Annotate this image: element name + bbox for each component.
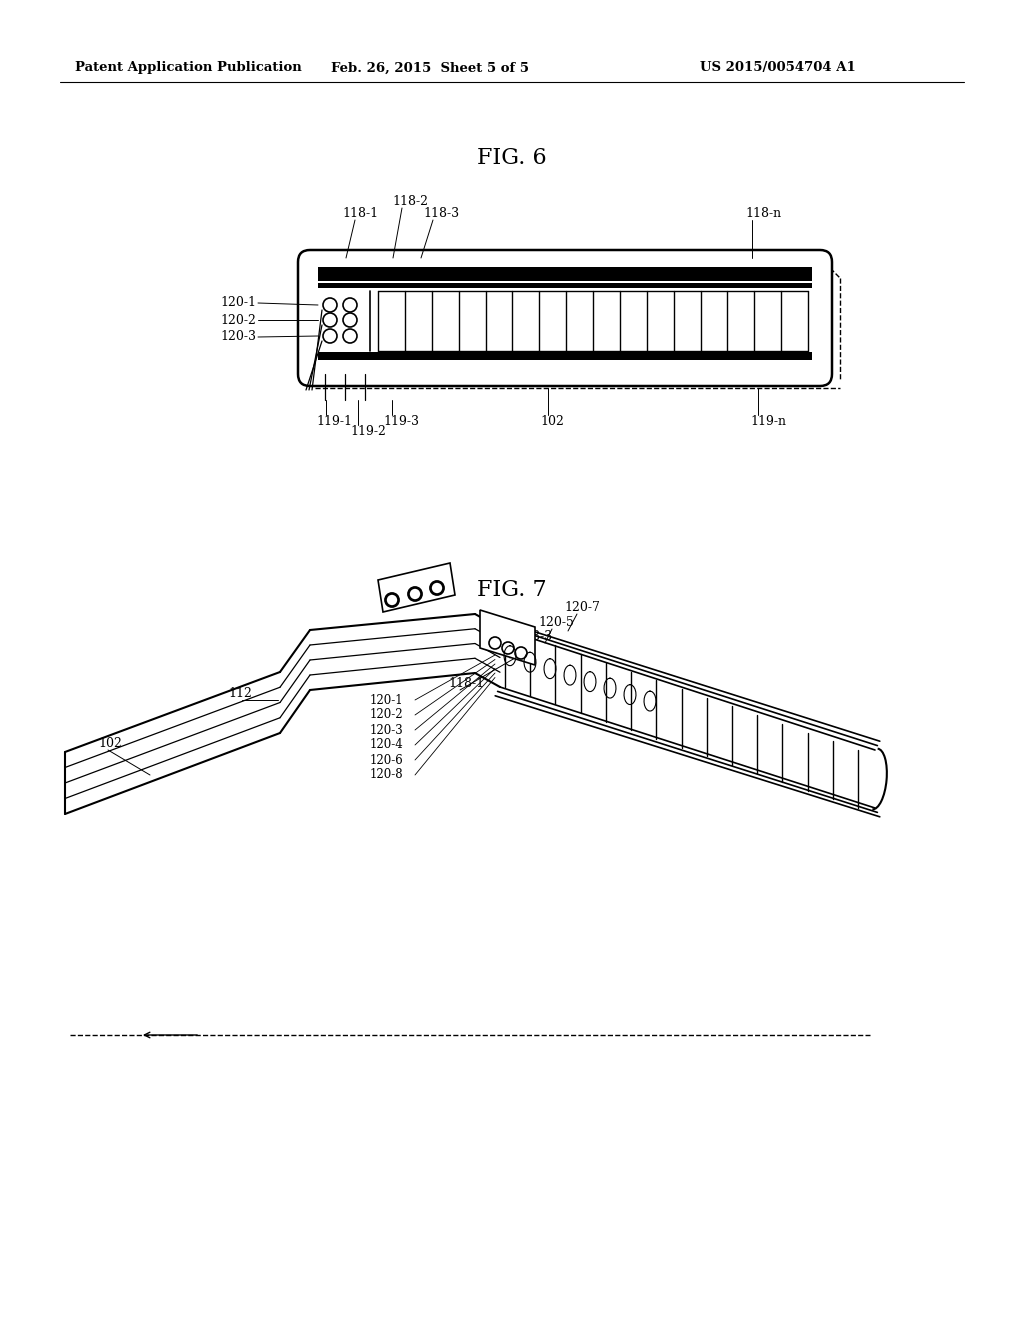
Text: 118-3: 118-3 bbox=[516, 630, 552, 643]
Text: 119-3: 119-3 bbox=[383, 414, 419, 428]
Text: 120-2: 120-2 bbox=[220, 314, 256, 326]
Bar bbox=[318, 352, 812, 360]
Text: 118-2: 118-2 bbox=[497, 645, 534, 657]
Text: Patent Application Publication: Patent Application Publication bbox=[75, 62, 302, 74]
Text: 118-3: 118-3 bbox=[423, 207, 459, 220]
Text: 120-5: 120-5 bbox=[538, 616, 573, 630]
Text: 118-2: 118-2 bbox=[392, 195, 428, 209]
Bar bbox=[318, 267, 812, 281]
Polygon shape bbox=[280, 630, 310, 733]
Bar bbox=[318, 282, 812, 288]
Text: US 2015/0054704 A1: US 2015/0054704 A1 bbox=[700, 62, 856, 74]
Polygon shape bbox=[310, 614, 475, 690]
Text: FIG. 6: FIG. 6 bbox=[477, 147, 547, 169]
FancyBboxPatch shape bbox=[298, 249, 831, 385]
Text: 120-4: 120-4 bbox=[370, 738, 403, 751]
Polygon shape bbox=[475, 614, 500, 686]
Text: 119-2: 119-2 bbox=[350, 425, 386, 438]
Text: 120-2: 120-2 bbox=[370, 709, 403, 722]
Text: 120-3: 120-3 bbox=[220, 330, 256, 343]
Text: 119-n: 119-n bbox=[750, 414, 786, 428]
Text: FIG. 7: FIG. 7 bbox=[477, 579, 547, 601]
Text: 102: 102 bbox=[540, 414, 564, 428]
Text: 102: 102 bbox=[98, 737, 122, 750]
Text: 118-1: 118-1 bbox=[342, 207, 378, 220]
Text: 120-1: 120-1 bbox=[220, 297, 256, 309]
Text: 118-n: 118-n bbox=[745, 207, 781, 220]
Text: 120-3: 120-3 bbox=[370, 723, 403, 737]
Polygon shape bbox=[480, 610, 535, 665]
Polygon shape bbox=[378, 564, 455, 612]
Text: 118-1: 118-1 bbox=[449, 677, 484, 690]
Text: 120-1: 120-1 bbox=[370, 693, 403, 706]
Text: 120-7: 120-7 bbox=[564, 601, 600, 614]
Text: 120-6: 120-6 bbox=[370, 754, 403, 767]
Text: 120-8: 120-8 bbox=[370, 768, 403, 781]
Text: Feb. 26, 2015  Sheet 5 of 5: Feb. 26, 2015 Sheet 5 of 5 bbox=[331, 62, 529, 74]
Text: 112: 112 bbox=[228, 686, 252, 700]
Polygon shape bbox=[65, 672, 280, 814]
Text: 119-1: 119-1 bbox=[316, 414, 352, 428]
Polygon shape bbox=[500, 628, 874, 808]
